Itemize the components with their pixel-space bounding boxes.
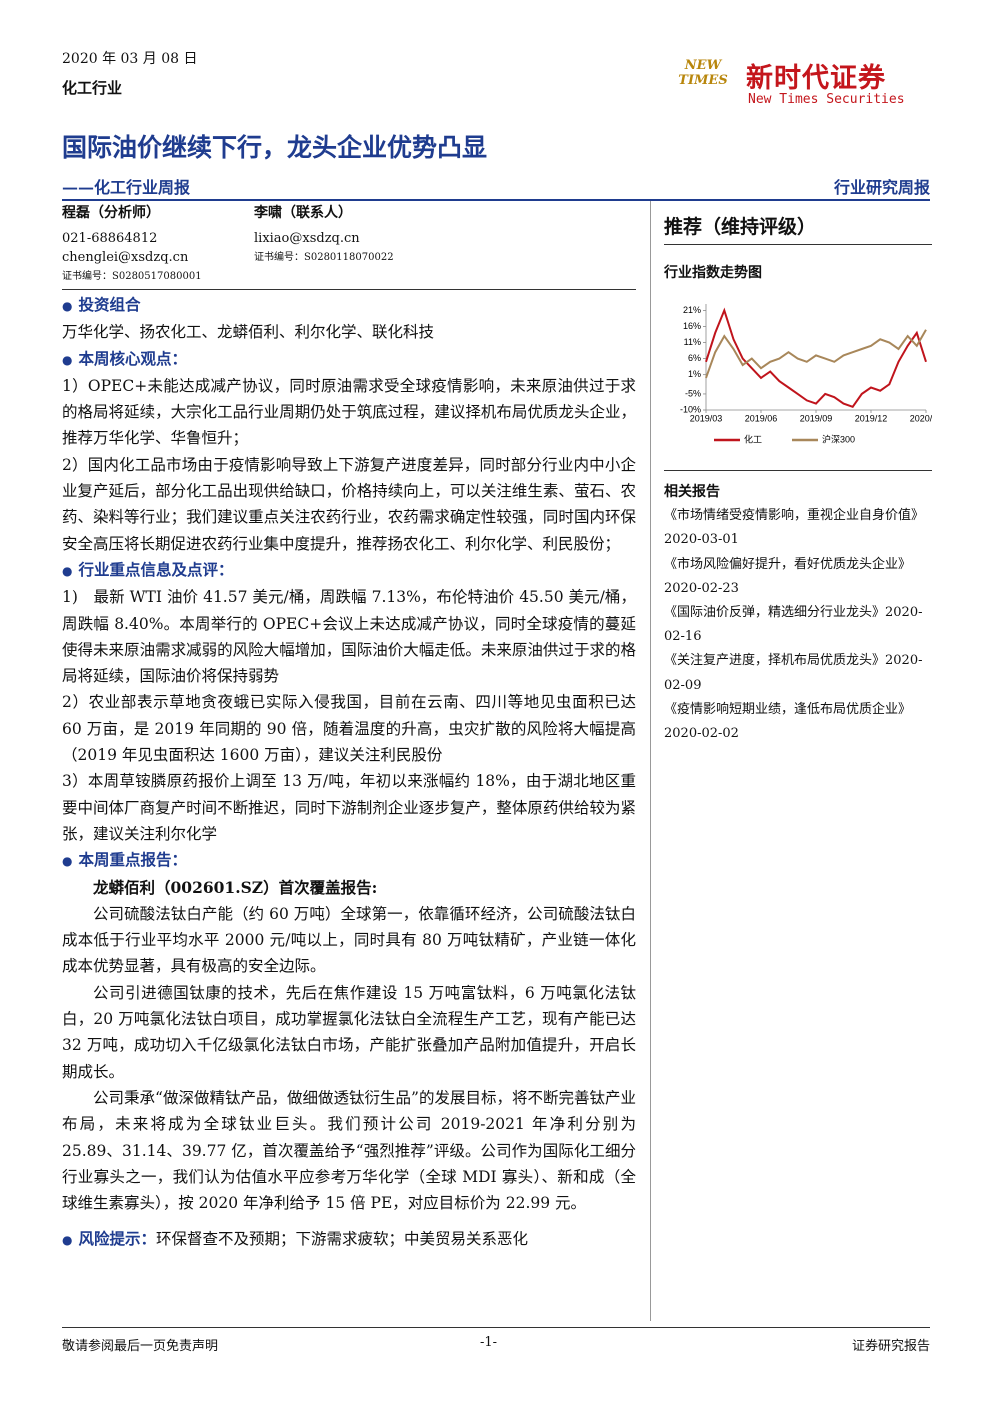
x-tick-label: 2020/03 — [910, 413, 932, 423]
analyst-name: 李啸（联系人） — [254, 205, 352, 221]
logo: NEW TIMES 新时代证券 New Times Securities — [668, 52, 928, 112]
related-title: 相关报告 — [664, 484, 720, 500]
x-tick-label: 2019/06 — [745, 413, 778, 423]
report-subtitle: ——化工行业周报 — [62, 178, 191, 197]
logo-mark-line: NEW — [684, 58, 722, 73]
section-heading: 本周核心观点： — [62, 346, 636, 373]
paragraph: 2）国内化工品市场由于疫情影响导致上下游复产进度差异，同时部分行业内中小企业复产… — [62, 455, 636, 553]
legend-label: 化工 — [744, 433, 762, 444]
logo-name: 新时代证券 — [746, 63, 886, 94]
y-tick-label: 11% — [684, 337, 701, 347]
section-heading: 风险提示： — [62, 1229, 156, 1248]
y-tick-label: -10% — [680, 404, 701, 414]
divider — [62, 199, 930, 201]
logo-mark: NEW TIMES — [668, 58, 738, 88]
y-tick-label: 1% — [688, 369, 701, 379]
related-item: 《疫情影响短期业绩，逢低布局优质企业》2020-02-02 — [664, 701, 912, 742]
series-line — [705, 307, 927, 408]
paragraph: 公司硫酸法钛白产能（约 60 万吨）全球第一，依靠循环经济，公司硫酸法钛白成本低… — [62, 904, 636, 976]
legend-label: 沪深300 — [822, 433, 855, 444]
related-item: 《国际油价反弹，精选细分行业龙头》2020-02-16 — [664, 605, 923, 645]
divider — [664, 244, 932, 245]
divider — [62, 289, 636, 290]
analyst-cert: 证书编号：S0280118070022 — [254, 252, 394, 263]
paragraph: 3）本周草铵膦原药报价上调至 13 万/吨，年初以来涨幅约 18%，由于湖北地区… — [62, 772, 636, 843]
paragraph: 万华化学、扬农化工、龙蟒佰利、利尔化学、联化科技 — [62, 323, 435, 342]
chart: 21% 16% 11% 6% 1% -5% -10%2019/03 2019/06 2019/0… — [680, 304, 932, 444]
paragraph: 公司秉承“做深做精钛产品，做细做透钛衍生品”的发展目标，将不断完善钛产业布局，未… — [62, 1088, 636, 1213]
analyst: 程磊（分析师） 021-68864812 chenglei@xsdzq.cn 证… — [62, 204, 202, 286]
paragraph: 公司引进德国钛康的技术，先后在焦作建设 15 万吨富钛料，6 万吨氯化法钛白，2… — [62, 983, 636, 1081]
related-item: 《关注复产进度，择机布局优质龙头》2020-02-09 — [664, 653, 923, 693]
analyst-email: lixiao@xsdzq.cn — [254, 231, 360, 246]
risk-text: 环保督查不及预期；下游需求疲软；中美贸易关系恶化 — [156, 1230, 529, 1249]
paragraph: 1）OPEC+未能达成减产协议，同时原油需求受全球疫情影响，未来原油供过于求的格… — [62, 376, 636, 448]
divider — [62, 1327, 930, 1328]
analyst-name: 程磊（分析师） — [62, 205, 160, 221]
risk: 风险提示：环保督查不及预期；下游需求疲软；中美贸易关系恶化 — [62, 1226, 636, 1253]
logo-mark-line: TIMES — [678, 73, 728, 88]
x-tick-label: 2019/12 — [855, 413, 888, 423]
y-tick-label: 6% — [688, 353, 701, 363]
page-number: -1- — [480, 1335, 498, 1350]
analyst-email: chenglei@xsdzq.cn — [62, 250, 189, 265]
sub-heading: 龙蟒佰利（002601.SZ）首次覆盖报告: — [93, 877, 378, 897]
column-divider — [650, 201, 651, 1321]
related-list: 《市场情绪受疫情影响，重视企业自身价值》2020-03-01 《市场风险偏好提升，… — [664, 504, 932, 746]
paragraph: 1) 最新 WTI 油价 41.57 美元/桶，周跌幅 7.13%，布伦特油价 … — [62, 588, 636, 686]
y-tick-label: 21% — [683, 305, 701, 315]
main-text: 投资组合 万华化学、扬农化工、龙蟒佰利、利尔化学、联化科技 本周核心观点： 1）… — [62, 292, 636, 1254]
divider — [664, 470, 932, 471]
report-title: 国际油价继续下行，龙头企业优势凸显 — [62, 133, 488, 162]
logo-name-en: New Times Securities — [748, 92, 905, 107]
y-tick-label: 16% — [683, 321, 701, 331]
related-item: 《市场风险偏好提升，看好优质龙头企业》2020-02-23 — [664, 556, 912, 596]
y-tick-label: -5% — [685, 388, 701, 398]
report-type: 行业研究周报 — [833, 178, 930, 197]
analyst: 李啸（联系人） lixiao@xsdzq.cn 证书编号：S0280118070… — [254, 204, 394, 267]
section-heading: 投资组合 — [62, 292, 636, 319]
section-heading: 本周重点报告： — [62, 847, 636, 874]
related-item: 《市场情绪受疫情影响，重视企业自身价值》2020-03-01 — [664, 508, 925, 548]
industry: 化工行业 — [62, 79, 123, 97]
series-line — [705, 329, 927, 379]
analyst-phone: 021-68864812 — [62, 231, 158, 246]
analyst-cert: 证书编号：S0280517080001 — [62, 271, 202, 282]
related-reports: 相关报告 《市场情绪受疫情影响，重视企业自身价值》2020-03-01 《市场风险… — [664, 480, 932, 746]
paragraph: 2）农业部表示草地贪夜蛾已实际入侵我国，目前在云南、四川等地见虫面积已达 60 … — [62, 693, 636, 765]
footer-left: 敬请参阅最后一页免责声明 — [62, 1339, 219, 1354]
x-tick-label: 2019/09 — [800, 413, 833, 423]
x-tick-label: 2019/03 — [690, 413, 723, 423]
chart-title: 行业指数走势图 — [664, 265, 762, 281]
section-heading: 行业重点信息及点评： — [62, 557, 636, 584]
footer-right: 证券研究报告 — [851, 1339, 930, 1354]
rating: 推荐（维持评级） — [664, 216, 817, 238]
report-date: 2020 年 03 月 08 日 — [62, 51, 198, 67]
